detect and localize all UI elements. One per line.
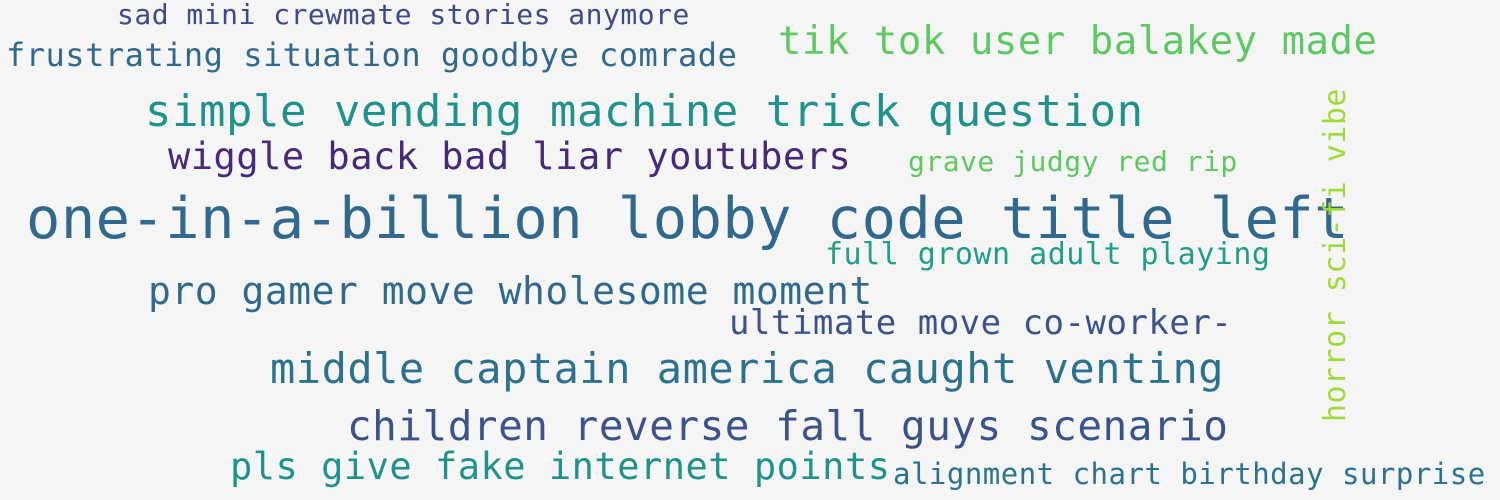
word-cloud-phrase: grave judgy red rip xyxy=(908,145,1238,178)
word-cloud-phrase: children reverse fall guys scenario xyxy=(347,402,1229,450)
word-cloud-phrase: sad mini crewmate stories anymore xyxy=(117,0,690,31)
word-cloud-phrase: alignment chart birthday surprise xyxy=(893,457,1486,491)
word-cloud-phrase: middle captain america caught venting xyxy=(270,344,1225,393)
word-cloud-phrase: simple vending machine trick question xyxy=(145,86,1144,137)
word-cloud-phrase: ultimate move co-worker- xyxy=(729,303,1233,343)
word-cloud-phrase: frustrating situation goodbye comrade xyxy=(6,36,738,74)
word-cloud-phrase: one-in-a-billion lobby code title left xyxy=(26,186,1350,252)
word-cloud-phrase: tik tok user balakey made xyxy=(778,19,1378,64)
word-cloud-phrase: pls give fake internet points xyxy=(230,445,891,488)
word-cloud-phrase: pro gamer move wholesome moment xyxy=(148,269,873,313)
word-cloud-phrase: horror sci-fi vibe xyxy=(1318,88,1353,423)
word-cloud-phrase: wiggle back bad liar youtubers xyxy=(168,135,852,178)
word-cloud-phrase: full grown adult playing xyxy=(825,237,1271,272)
